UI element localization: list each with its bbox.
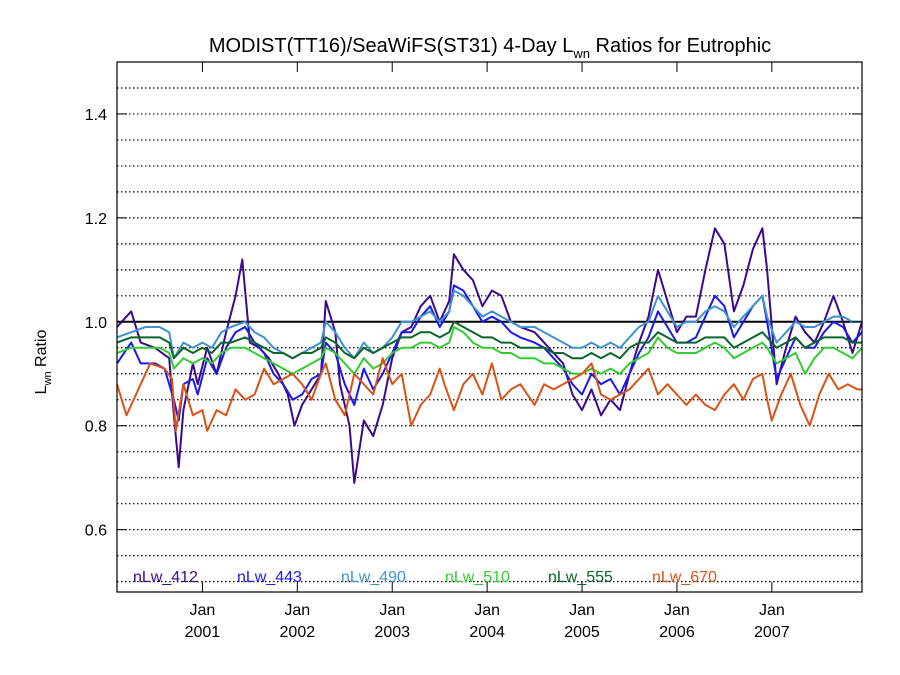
y-axis-label-rest: Ratio [33, 330, 50, 372]
x-tick-label-year: 2001 [185, 624, 221, 641]
x-tick-label-month: Jan [284, 602, 310, 619]
chart-title-main: MODIST(TT16)/SeaWiFS(ST31) 4-Day L [209, 35, 574, 57]
series-line-nlw-670 [116, 357, 862, 432]
chart-title-rest: Ratios for Eutrophic [590, 35, 771, 57]
x-tick-label-month: Jan [379, 602, 405, 619]
x-tick-label-year: 2002 [280, 624, 316, 641]
legend-entry-nlw-490: nLw_490 [341, 569, 406, 586]
x-tick-label-month: Jan [664, 602, 690, 619]
x-tick-label-year: 2005 [564, 624, 600, 641]
legend-entry-nlw-443: nLw_443 [237, 569, 302, 586]
series-line-nlw-412 [116, 227, 863, 484]
x-tick-label-month: Jan [569, 602, 595, 619]
x-tick-label-year: 2004 [469, 624, 505, 641]
y-ticks: 0.6 0.8 1.0 1.2 1.4 [85, 107, 862, 540]
chart-title: MODIST(TT16)/SeaWiFS(ST31) 4-Day Lwn Rat… [209, 35, 771, 61]
series-line-nlw-443 [116, 284, 863, 422]
x-tick-label-year: 2006 [659, 624, 695, 641]
axes [116, 61, 863, 593]
legend-entry-nlw-412: nLw_412 [133, 569, 198, 586]
legend-entry-nlw-670: nLw_670 [652, 569, 717, 586]
y-axis-label-main: L [33, 385, 50, 394]
y-tick-label: 0.6 [85, 523, 107, 540]
x-tick-label-month: Jan [759, 602, 785, 619]
x-tick-label-year: 2007 [754, 624, 790, 641]
x-tick-label-year: 2003 [374, 624, 410, 641]
series-line-nlw-555 [116, 320, 862, 360]
legend-entry-nlw-555: nLw_555 [548, 569, 613, 586]
series-line-nlw-510 [116, 326, 863, 375]
y-tick-label: 1.0 [85, 315, 107, 332]
plot-frame [116, 61, 863, 593]
y-tick-label: 1.4 [85, 107, 107, 124]
legend: nLw_412 nLw_443 nLw_490 nLw_510 nLw_555 nLw_6… [133, 569, 717, 586]
y-axis-label: Lwn Ratio [33, 330, 54, 395]
x-tick-label-month: Jan [190, 602, 216, 619]
gridlines [117, 87, 862, 583]
y-tick-label: 1.2 [85, 211, 107, 228]
legend-entry-nlw-510: nLw_510 [445, 569, 510, 586]
series-lines [116, 227, 863, 484]
y-axis-label-subscript: wn [42, 371, 54, 386]
y-tick-label: 0.8 [85, 419, 107, 436]
series-line-nlw-490 [116, 289, 862, 360]
x-ticks: Jan 2001 Jan 2002 Jan 2003 Jan 2004 Jan 2005 Jan 20… [185, 62, 790, 641]
x-tick-label-month: Jan [474, 602, 500, 619]
chart-title-subscript: wn [572, 46, 590, 61]
